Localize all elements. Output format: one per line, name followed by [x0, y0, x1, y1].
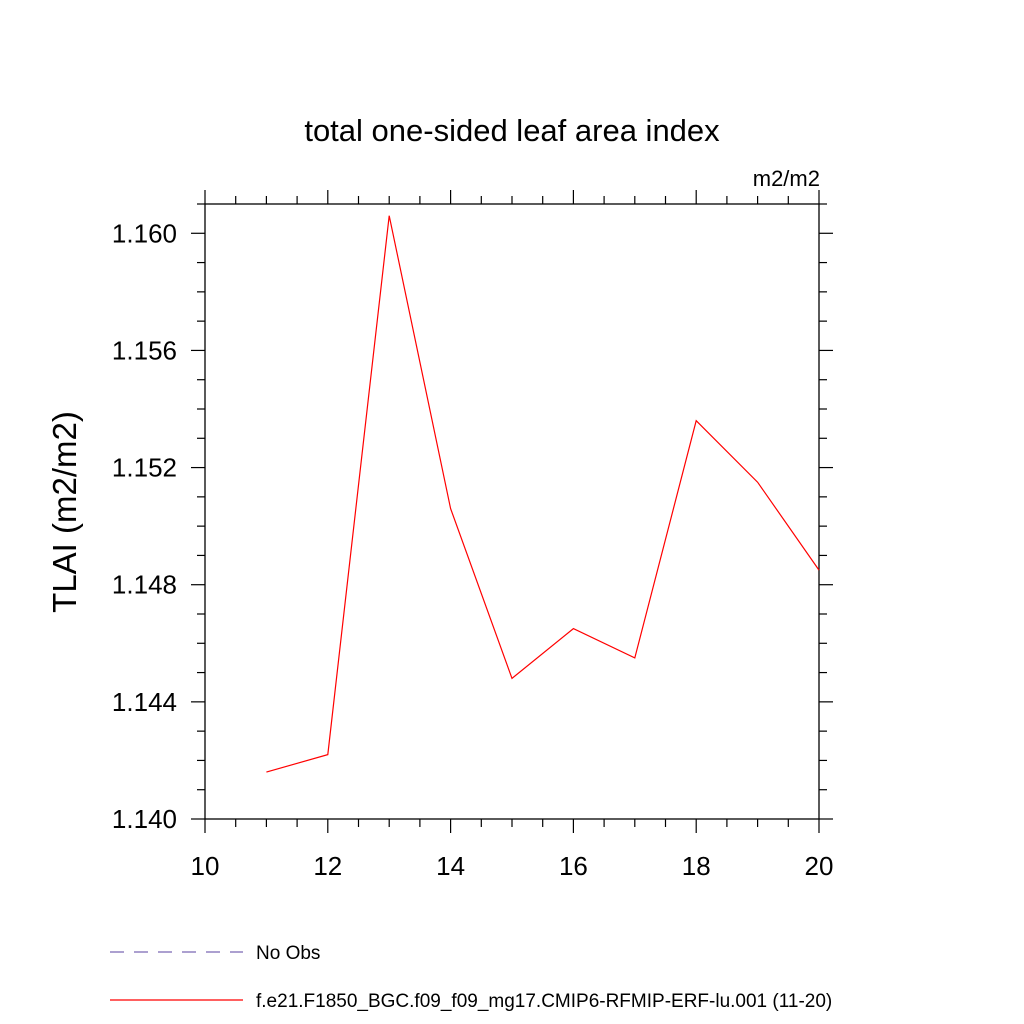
x-tick-label: 14: [436, 851, 465, 881]
y-tick-label: 1.148: [112, 570, 177, 600]
y-axis-label: TLAI (m2/m2): [46, 411, 83, 613]
plot-frame: [204, 203, 820, 820]
y-tick-label: 1.160: [112, 218, 177, 248]
chart-title: total one-sided leaf area index: [304, 113, 720, 148]
y-tick-label: 1.156: [112, 335, 177, 365]
axis-tick-labels: 10 12 14 16 18 20 1.140 1.144 1.148 1.152 1.156 1.1…: [112, 218, 834, 881]
legend-label: No Obs: [256, 943, 320, 964]
x-tick-label: 10: [191, 851, 220, 881]
legend: No Obs f.e21.F1850_BGC.f09_f09_mg17.CMIP6…: [110, 943, 832, 1012]
y-tick-label: 1.152: [112, 453, 177, 483]
x-tick-label: 12: [313, 851, 342, 881]
series-line: [266, 215, 820, 773]
data-series: [266, 215, 820, 773]
y-tick-label: 1.144: [112, 687, 177, 717]
y-tick-label: 1.140: [112, 804, 177, 834]
units-label: m2/m2: [753, 166, 820, 191]
x-tick-label: 20: [805, 851, 834, 881]
legend-label: f.e21.F1850_BGC.f09_f09_mg17.CMIP6-RFMIP…: [256, 991, 832, 1012]
x-tick-label: 18: [682, 851, 711, 881]
x-tick-label: 16: [559, 851, 588, 881]
axis-ticks: [191, 190, 833, 833]
